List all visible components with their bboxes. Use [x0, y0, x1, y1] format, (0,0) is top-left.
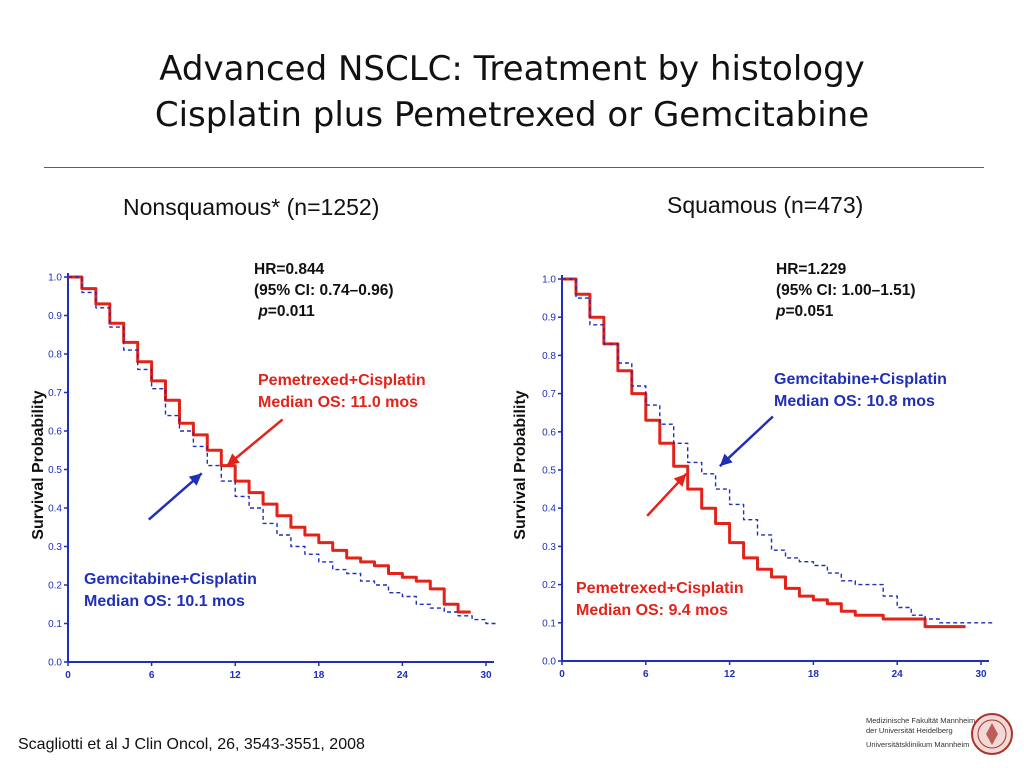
left-ytick-label: 0.3 [48, 542, 62, 553]
left-panel-title: Nonsquamous* (n=1252) [123, 194, 380, 220]
right-p: p=0.051 [776, 301, 916, 322]
right-stats: HR=1.229 (95% CI: 1.00–1.51) p=0.051 [776, 259, 916, 322]
right-red-label-1: Pemetrexed+Cisplatin [576, 580, 744, 597]
title-divider [44, 167, 984, 168]
right-ytick-label: 0.7 [542, 389, 556, 400]
left-arrow-shaft [226, 418, 284, 467]
right-p-prefix: p [776, 303, 786, 320]
right-ytick-label: 0.6 [542, 427, 556, 438]
left-ytick-label: 0.4 [48, 504, 62, 515]
logo-line-2: der Universität Heidelberg [866, 726, 953, 735]
left-xtick-label: 18 [313, 670, 325, 681]
right-arrow-shaft [718, 415, 774, 468]
right-xtick-label: 0 [559, 669, 565, 680]
left-series-pemetrexed-cisplatin [68, 275, 471, 614]
left-ytick-label: 0.1 [48, 619, 62, 630]
right-ytick-label: 0.9 [542, 313, 556, 324]
right-arrow-shaft [646, 472, 688, 517]
left-ytick-label: 0.6 [48, 427, 62, 438]
right-xtick-label: 12 [724, 669, 736, 680]
left-xtick-label: 12 [230, 670, 242, 681]
left-ytick-label: 0.2 [48, 581, 62, 592]
university-logo: Medizinische Fakultät Mannheim der Unive… [866, 713, 1016, 766]
right-xtick-label: 6 [643, 669, 649, 680]
left-ytick-label: 0.8 [48, 350, 62, 361]
left-ci: (95% CI: 0.74–0.96) [254, 282, 394, 299]
right-ytick-label: 0.5 [542, 466, 556, 477]
left-ytick-label: 0.0 [48, 658, 62, 669]
right-ylabel: Survival Probability [512, 390, 529, 540]
right-blue-label-1: Gemcitabine+Cisplatin [774, 371, 947, 388]
left-blue-label-2: Median OS: 10.1 mos [84, 593, 245, 610]
left-red-label-2: Median OS: 11.0 mos [258, 394, 419, 411]
left-ytick-label: 0.7 [48, 388, 62, 399]
right-xtick-label: 24 [892, 669, 904, 680]
citation: Scagliotti et al J Clin Oncol, 26, 3543-… [18, 736, 365, 753]
left-ytick-label: 1.0 [48, 273, 62, 284]
title-line-1: Advanced NSCLC: Treatment by histology [159, 49, 865, 89]
left-pemetrexed-annotation: Pemetrexed+Cisplatin Median OS: 11.0 mos [258, 370, 426, 414]
right-arrow-head [719, 453, 733, 467]
right-pemetrexed-annotation: Pemetrexed+Cisplatin Median OS: 9.4 mos [576, 578, 744, 622]
right-hr: HR=1.229 [776, 261, 847, 278]
left-red-label-1: Pemetrexed+Cisplatin [258, 372, 426, 389]
left-hr: HR=0.844 [254, 261, 325, 278]
right-p-value: =0.051 [785, 303, 834, 320]
right-ci: (95% CI: 1.00–1.51) [776, 282, 916, 299]
left-xtick-label: 30 [480, 670, 492, 681]
left-ytick-label: 0.5 [48, 465, 62, 476]
left-arrow-head [188, 473, 202, 486]
title-line-2: Cisplatin plus Pemetrexed or Gemcitabine [154, 95, 870, 135]
university-seal-icon [971, 713, 1013, 755]
right-ytick-label: 0.2 [542, 580, 556, 591]
right-ytick-label: 0.0 [542, 657, 556, 668]
right-blue-label-2: Median OS: 10.8 mos [774, 393, 935, 410]
right-red-label-2: Median OS: 9.4 mos [576, 602, 729, 619]
left-ylabel: Survival Probability [30, 390, 47, 540]
left-xtick-label: 6 [149, 670, 155, 681]
right-gemcitabine-annotation: Gemcitabine+Cisplatin Median OS: 10.8 mo… [774, 369, 947, 413]
left-p: p=0.011 [254, 301, 394, 322]
left-arrow-shaft [147, 472, 203, 521]
left-arrow-head [226, 453, 240, 466]
logo-line-3: Universitätsklinikum Mannheim [866, 740, 970, 749]
right-ytick-label: 0.8 [542, 351, 556, 362]
right-series-pemetrexed-cisplatin [562, 277, 966, 629]
left-stats: HR=0.844 (95% CI: 0.74–0.96) p=0.011 [254, 259, 394, 322]
left-ytick-label: 0.9 [48, 311, 62, 322]
left-blue-label-1: Gemcitabine+Cisplatin [84, 571, 257, 588]
right-xtick-label: 18 [808, 669, 820, 680]
right-ytick-label: 0.3 [542, 542, 556, 553]
left-p-prefix: p [258, 303, 268, 320]
right-ytick-label: 0.1 [542, 618, 556, 629]
left-xtick-label: 0 [65, 670, 71, 681]
left-p-value: =0.011 [267, 303, 315, 320]
logo-text: Medizinische Fakultät Mannheim der Unive… [866, 716, 975, 750]
right-series-gemcitabine-cisplatin [562, 278, 994, 624]
right-ytick-label: 1.0 [542, 275, 556, 286]
right-panel-title: Squamous (n=473) [667, 192, 864, 218]
right-ytick-label: 0.4 [542, 504, 556, 515]
slide-title: Advanced NSCLC: Treatment by histology C… [0, 46, 1024, 138]
left-gemcitabine-annotation: Gemcitabine+Cisplatin Median OS: 10.1 mo… [84, 569, 257, 613]
left-xtick-label: 24 [397, 670, 409, 681]
right-xtick-label: 30 [975, 669, 987, 680]
right-arrow-head [673, 473, 687, 487]
logo-line-1: Medizinische Fakultät Mannheim [866, 716, 976, 725]
